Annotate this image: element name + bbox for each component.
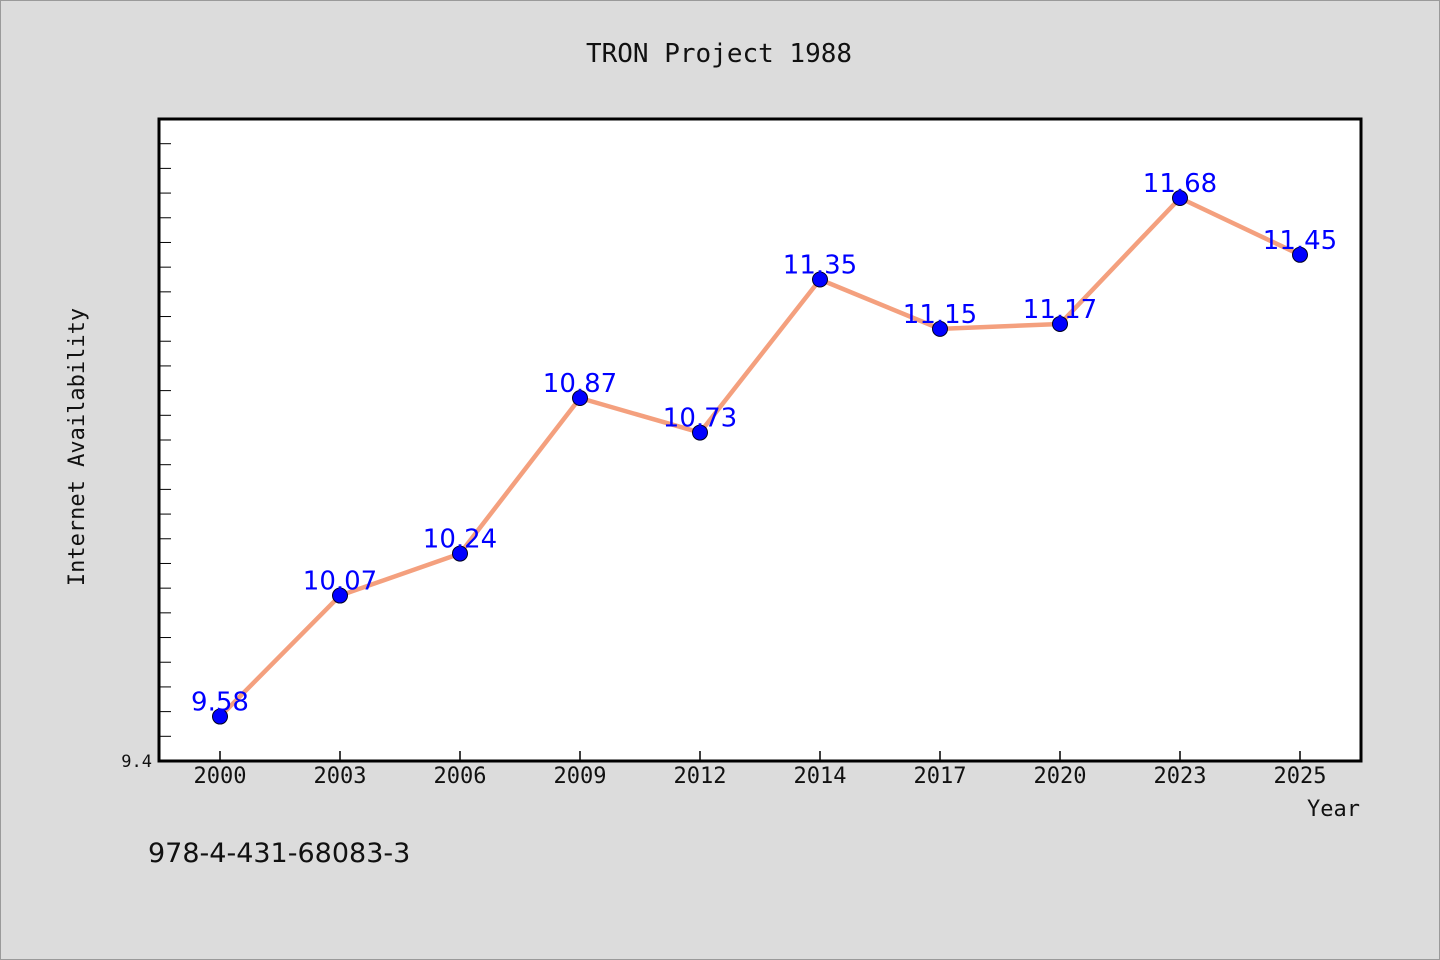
data-point <box>572 390 588 407</box>
x-tick-label: 2003 <box>314 764 367 789</box>
data-label: 10.24 <box>423 525 497 555</box>
x-tick-label: 2006 <box>434 764 487 789</box>
data-label: 10.07 <box>303 567 377 597</box>
data-point <box>1172 190 1188 207</box>
y-axis-label: Internet Availability <box>65 308 90 586</box>
y-tick-label-min: 9.4 <box>121 752 152 772</box>
data-label: 9.58 <box>191 688 249 718</box>
x-tick-label: 2025 <box>1274 764 1327 789</box>
x-tick-label: 2012 <box>674 764 727 789</box>
x-tick-label: 2009 <box>554 764 607 789</box>
plot-area <box>157 117 1363 763</box>
x-tick-label: 2023 <box>1154 764 1207 789</box>
series-markers <box>212 190 1308 725</box>
series-line <box>218 195 1301 719</box>
data-label: 10.87 <box>543 369 617 399</box>
chart-title: TRON Project 1988 <box>586 39 852 69</box>
x-axis-label: Year <box>1307 797 1360 822</box>
data-point <box>932 320 948 337</box>
data-label: 11.68 <box>1143 169 1217 199</box>
x-tick-label: 2017 <box>914 764 967 789</box>
data-point <box>212 708 228 725</box>
data-label: 11.15 <box>903 300 977 330</box>
x-axis-tick-labels: 2000 2003 2006 2009 2012 2014 2017 2020 2023 2025 <box>194 764 1327 789</box>
data-point <box>692 424 708 441</box>
data-point <box>452 545 468 562</box>
data-point <box>1052 315 1068 332</box>
x-tick-label: 2014 <box>794 764 847 789</box>
x-tick-label: 2020 <box>1034 764 1087 789</box>
data-point <box>812 271 828 288</box>
data-label: 11.35 <box>783 251 857 281</box>
data-labels: 9.58 10.07 10.24 10.87 10.73 11.35 11.15 11.17 1… <box>191 169 1337 718</box>
data-point <box>332 587 348 604</box>
data-label: 10.73 <box>663 404 737 434</box>
y-axis-minor-ticks <box>159 143 171 737</box>
x-tick-label: 2000 <box>194 764 247 789</box>
data-label: 11.45 <box>1263 226 1337 256</box>
data-label: 11.17 <box>1023 295 1097 325</box>
x-axis-ticks <box>219 751 1301 761</box>
data-point <box>1292 246 1308 263</box>
isbn-text: 978-4-431-68083-3 <box>148 838 410 869</box>
